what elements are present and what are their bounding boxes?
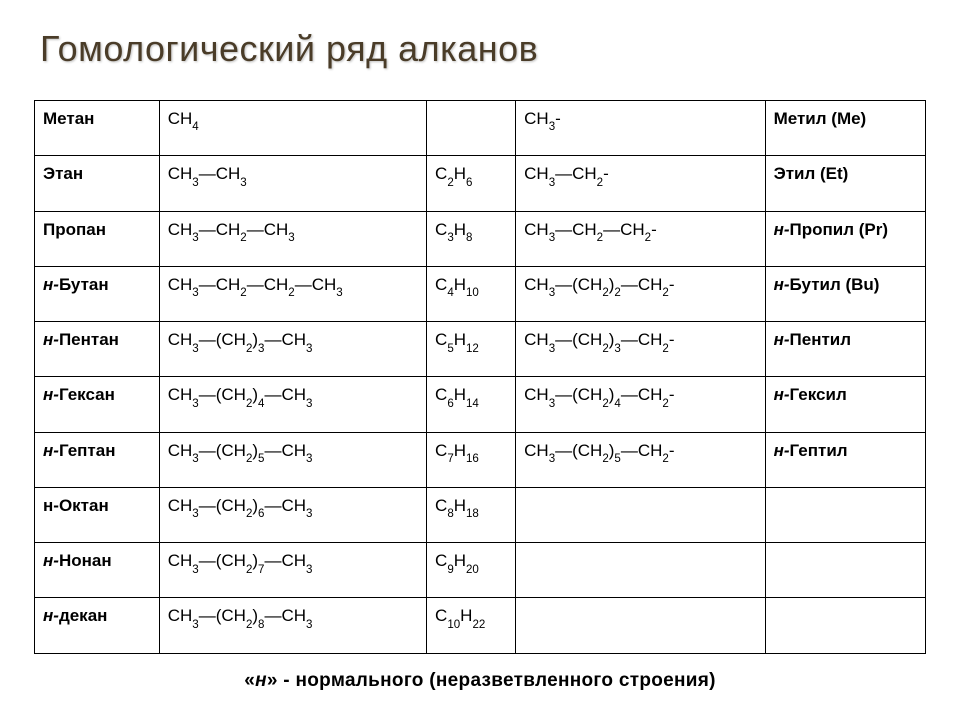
table-row: н-ГептанCH3—(CH2)5—CH3C7H16CH3—(CH2)5—CH… [35,432,926,487]
radical-name: н-Гептил [765,432,925,487]
alkane-molecular-formula: C8H18 [427,487,516,542]
radical-name [765,543,925,598]
alkane-name: н-Гептан [35,432,160,487]
alkane-structural-formula: CH3—(CH2)3—CH3 [159,322,426,377]
alkane-name: Метан [35,101,160,156]
footnote-n: н [255,670,267,691]
radical-name [765,487,925,542]
footnote-suffix: » - нормального (неразветвленного строен… [267,670,716,691]
alkane-name: н-Пентан [35,322,160,377]
table-row: н-деканCH3—(CH2)8—CH3C10H22 [35,598,926,653]
radical-name: Метил (Me) [765,101,925,156]
radical-structural-formula: CH3—(CH2)4—CH2- [516,377,765,432]
radical-structural-formula: CH3—CH2- [516,156,765,211]
alkane-table: МетанCH4CH3-Метил (Me)ЭтанCH3—CH3C2H6CH3… [34,100,926,654]
alkane-structural-formula: CH3—CH2—CH2—CH3 [159,266,426,321]
alkane-structural-formula: CH4 [159,101,426,156]
footnote-prefix: « [244,670,255,691]
alkane-structural-formula: CH3—CH3 [159,156,426,211]
alkane-structural-formula: CH3—(CH2)5—CH3 [159,432,426,487]
table-row: н-НонанCH3—(CH2)7—CH3C9H20 [35,543,926,598]
table-row: ЭтанCH3—CH3C2H6CH3—CH2-Этил (Et) [35,156,926,211]
table-row: н-БутанCH3—CH2—CH2—CH3C4H10CH3—(CH2)2—CH… [35,266,926,321]
alkane-structural-formula: CH3—(CH2)7—CH3 [159,543,426,598]
footnote: «н» - нормального (неразветвленного стро… [34,670,926,692]
alkane-molecular-formula: C4H10 [427,266,516,321]
radical-structural-formula: CH3- [516,101,765,156]
radical-name: н-Пентил [765,322,925,377]
alkane-molecular-formula: C9H20 [427,543,516,598]
alkane-molecular-formula: C3H8 [427,211,516,266]
alkane-name: н-Октан [35,487,160,542]
radical-name: Этил (Et) [765,156,925,211]
radical-structural-formula: CH3—(CH2)2—CH2- [516,266,765,321]
table-row: н-ГексанCH3—(CH2)4—CH3C6H14CH3—(CH2)4—CH… [35,377,926,432]
table-row: н-ОктанCH3—(CH2)6—CH3C8H18 [35,487,926,542]
alkane-name: Этан [35,156,160,211]
alkane-name: н-Гексан [35,377,160,432]
alkane-structural-formula: CH3—(CH2)6—CH3 [159,487,426,542]
radical-structural-formula [516,598,765,653]
radical-name: н-Пропил (Pr) [765,211,925,266]
radical-structural-formula [516,487,765,542]
alkane-structural-formula: CH3—(CH2)8—CH3 [159,598,426,653]
radical-name [765,598,925,653]
table-row: н-ПентанCH3—(CH2)3—CH3C5H12CH3—(CH2)3—CH… [35,322,926,377]
radical-structural-formula [516,543,765,598]
radical-structural-formula: CH3—CH2—CH2- [516,211,765,266]
alkane-molecular-formula [427,101,516,156]
radical-name: н-Гексил [765,377,925,432]
alkane-structural-formula: CH3—CH2—CH3 [159,211,426,266]
alkane-structural-formula: CH3—(CH2)4—CH3 [159,377,426,432]
slide: Гомологический ряд алканов МетанCH4 CH3-М… [0,0,960,720]
alkane-molecular-formula: C6H14 [427,377,516,432]
radical-structural-formula: CH3—(CH2)5—CH2- [516,432,765,487]
alkane-molecular-formula: C2H6 [427,156,516,211]
alkane-name: н-Бутан [35,266,160,321]
radical-name: н-Бутил (Bu) [765,266,925,321]
table-row: МетанCH4 CH3-Метил (Me) [35,101,926,156]
alkane-name: Пропан [35,211,160,266]
alkane-molecular-formula: C5H12 [427,322,516,377]
table-row: ПропанCH3—CH2—CH3C3H8CH3—CH2—CH2-н-Пропи… [35,211,926,266]
radical-structural-formula: CH3—(CH2)3—CH2- [516,322,765,377]
page-title: Гомологический ряд алканов [40,28,926,70]
alkane-molecular-formula: C10H22 [427,598,516,653]
alkane-name: н-декан [35,598,160,653]
alkane-molecular-formula: C7H16 [427,432,516,487]
alkane-name: н-Нонан [35,543,160,598]
